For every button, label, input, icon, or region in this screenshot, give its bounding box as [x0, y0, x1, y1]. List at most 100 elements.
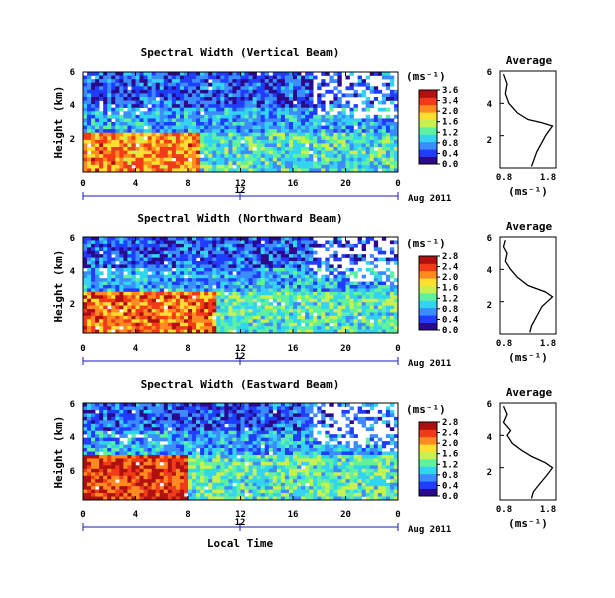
heatmap-cell — [163, 247, 169, 252]
heatmap-cell — [119, 150, 124, 155]
heatmap-cell — [377, 154, 383, 159]
heatmap-cell — [127, 132, 132, 137]
heatmap-cell — [91, 240, 96, 245]
heatmap-cell — [151, 125, 156, 130]
heatmap-cell — [349, 157, 354, 162]
heatmap-cell — [155, 257, 161, 262]
heatmap-cell — [333, 164, 338, 169]
heatmap-cell — [224, 315, 229, 320]
heatmap-cell — [143, 413, 148, 418]
heatmap-cell — [228, 147, 233, 151]
heatmap-cell — [240, 82, 245, 87]
heatmap-cell — [163, 100, 169, 105]
heatmap-cell — [200, 243, 205, 248]
heatmap-cell — [369, 254, 375, 258]
heatmap-cell — [167, 329, 173, 334]
heatmap-cell — [179, 319, 185, 324]
heatmap-cell — [91, 97, 96, 101]
heatmap-cell — [260, 143, 266, 148]
heatmap-cell — [220, 254, 225, 258]
heatmap-cell — [179, 132, 185, 137]
heatmap-cell — [224, 309, 229, 313]
heatmap-cell — [111, 461, 116, 466]
heatmap-cell — [228, 237, 233, 241]
heatmap-cell — [91, 161, 96, 166]
heatmap-cell — [171, 305, 177, 310]
x-tick-label: 0 — [395, 179, 400, 189]
heatmap-cell — [341, 122, 346, 126]
heatmap-cell — [284, 118, 290, 123]
heatmap-cell — [268, 139, 274, 144]
heatmap-cell — [83, 250, 88, 255]
heatmap-cell — [99, 271, 104, 276]
x-tick-label: 12 — [235, 344, 246, 354]
heatmap-cell — [256, 97, 261, 101]
heatmap-cell — [147, 281, 152, 286]
heatmap-cell — [216, 315, 221, 320]
heatmap-cell — [119, 312, 124, 317]
heatmap-cell — [353, 129, 358, 134]
heatmap-cell — [163, 75, 169, 80]
heatmap-cell — [329, 147, 334, 151]
heatmap-cell — [232, 93, 237, 98]
heatmap-cell — [188, 72, 193, 76]
heatmap-cell — [87, 322, 92, 327]
heatmap-cell — [147, 100, 152, 105]
heatmap-cell — [103, 427, 108, 432]
heatmap-cell — [155, 100, 161, 105]
heatmap-cell — [313, 114, 318, 119]
heatmap-cell — [236, 291, 241, 296]
heatmap-cell — [115, 458, 120, 463]
heatmap-cell — [252, 168, 257, 173]
heatmap-cell — [317, 309, 322, 313]
heatmap-cell — [321, 243, 326, 248]
heatmap-cell — [167, 430, 173, 435]
heatmap-cell — [87, 315, 92, 320]
heatmap-cell — [103, 281, 108, 286]
heatmap-cell — [341, 93, 346, 98]
heatmap-cell — [107, 326, 112, 330]
heatmap-cell — [183, 125, 189, 130]
heatmap-cell — [151, 243, 156, 248]
colorbar-segment — [419, 149, 437, 157]
heatmap-cell — [357, 164, 362, 169]
heatmap-cell — [171, 302, 177, 306]
heatmap-cell — [175, 444, 181, 449]
heatmap-cell — [115, 114, 120, 119]
heatmap-cell — [192, 278, 197, 282]
heatmap-cell — [337, 97, 342, 101]
colorbar-segment — [419, 156, 437, 165]
heatmap-cell — [135, 136, 140, 141]
heatmap-cell — [143, 403, 148, 407]
heatmap-cell — [204, 441, 209, 445]
heatmap-cell — [87, 496, 92, 501]
heatmap-cell — [353, 132, 358, 137]
heatmap-cell — [115, 288, 120, 293]
heatmap-cell — [373, 315, 379, 320]
heatmap-cell — [329, 319, 334, 324]
heatmap-cell — [288, 267, 294, 272]
heatmap-cell — [293, 164, 298, 169]
heatmap-cell — [301, 281, 306, 286]
heatmap-cell — [196, 472, 201, 477]
heatmap-cell — [385, 274, 391, 279]
heatmap-cell — [216, 243, 221, 248]
heatmap-cell — [293, 154, 298, 159]
heatmap-cell — [385, 143, 391, 148]
heatmap-cell — [87, 89, 92, 94]
heatmap-cell — [224, 285, 229, 289]
heatmap-cell — [349, 147, 354, 151]
heatmap-cell — [83, 468, 88, 473]
heatmap-cell — [305, 118, 310, 123]
heatmap-cell — [244, 72, 249, 76]
heatmap-cell — [236, 111, 241, 116]
heatmap-cell — [381, 154, 387, 159]
heatmap-cell — [155, 264, 161, 269]
heatmap-cell — [143, 319, 148, 324]
heatmap-cell — [313, 125, 318, 130]
heatmap-cell — [151, 326, 156, 330]
heatmap-cell — [179, 465, 185, 470]
heatmap-cell — [252, 72, 257, 76]
heatmap-cell — [159, 114, 165, 119]
heatmap-cell — [212, 118, 217, 123]
